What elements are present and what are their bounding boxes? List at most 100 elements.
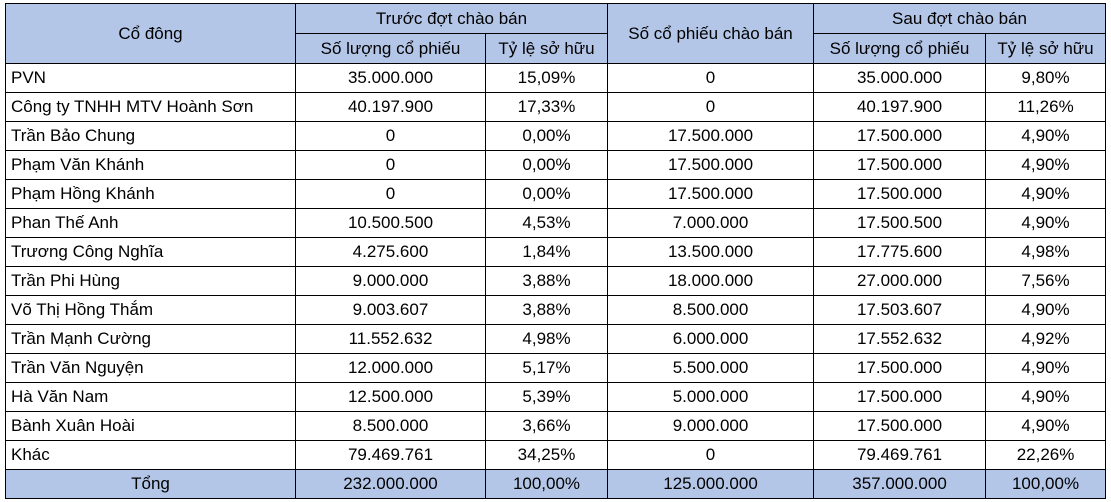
table-row: Bành Xuân Hoài 8.500.000 3,66% 9.000.000… — [5, 411, 1107, 441]
table-row: Khác 79.469.761 34,25% 0 79.469.761 22,2… — [5, 440, 1107, 470]
total-row: Tổng 232.000.000 100,00% 125.000.000 357… — [5, 469, 1107, 499]
table-row: Trần Văn Nguyện 12.000.000 5,17% 5.500.0… — [5, 353, 1107, 383]
before-ratio-cell: 34,25% — [484, 440, 609, 470]
after-ratio-cell: 22,26% — [985, 440, 1107, 470]
col-header-before-ownership-ratio: Tỷ lệ sở hữu — [484, 33, 609, 64]
offered-shares-cell: 9.000.000 — [607, 411, 815, 441]
before-ratio-cell: 1,84% — [484, 237, 609, 267]
before-ratio-cell: 4,98% — [484, 324, 609, 354]
total-offered-shares: 125.000.000 — [607, 469, 815, 499]
before-ratio-cell: 5,17% — [484, 353, 609, 383]
before-shares-cell: 0 — [295, 121, 486, 151]
before-shares-cell: 11.552.632 — [295, 324, 486, 354]
table-row: Trần Mạnh Cường 11.552.632 4,98% 6.000.0… — [5, 324, 1107, 354]
before-ratio-cell: 3,88% — [484, 295, 609, 325]
after-ratio-cell: 4,98% — [985, 237, 1107, 267]
offered-shares-cell: 5.500.000 — [607, 353, 815, 383]
after-ratio-cell: 4,90% — [985, 121, 1107, 151]
col-header-before-group: Trước đợt chào bán — [294, 3, 609, 34]
after-ratio-cell: 4,90% — [985, 150, 1107, 180]
before-ratio-cell: 0,00% — [484, 150, 609, 180]
after-ratio-cell: 11,26% — [985, 92, 1107, 122]
before-shares-cell: 8.500.000 — [295, 411, 486, 441]
shareholder-name-cell: Võ Thị Hồng Thắm — [5, 295, 296, 325]
col-header-offered-shares: Số cổ phiếu chào bán — [607, 3, 815, 64]
total-before-ratio: 100,00% — [484, 469, 609, 499]
after-shares-cell: 17.500.000 — [813, 150, 987, 180]
after-ratio-cell: 9,80% — [985, 63, 1107, 93]
after-shares-cell: 17.500.000 — [813, 353, 987, 383]
after-shares-cell: 17.503.607 — [813, 295, 987, 325]
before-shares-cell: 79.469.761 — [295, 440, 486, 470]
offered-shares-cell: 0 — [607, 440, 815, 470]
offered-shares-cell: 18.000.000 — [607, 266, 815, 296]
offered-shares-cell: 5.000.000 — [607, 382, 815, 412]
table-row: Phạm Hồng Khánh 0 0,00% 17.500.000 17.50… — [5, 179, 1107, 209]
after-shares-cell: 17.552.632 — [813, 324, 987, 354]
before-ratio-cell: 4,53% — [484, 208, 609, 238]
before-shares-cell: 9.003.607 — [295, 295, 486, 325]
col-header-after-ownership-ratio: Tỷ lệ sở hữu — [985, 33, 1107, 64]
table-row: Công ty TNHH MTV Hoành Sơn 40.197.900 17… — [5, 92, 1107, 122]
table-row: Hà Văn Nam 12.500.000 5,39% 5.000.000 17… — [5, 382, 1107, 412]
after-shares-cell: 35.000.000 — [813, 63, 987, 93]
shareholder-name-cell: Trần Mạnh Cường — [5, 324, 296, 354]
table-row: Võ Thị Hồng Thắm 9.003.607 3,88% 8.500.0… — [5, 295, 1107, 325]
after-ratio-cell: 4,92% — [985, 324, 1107, 354]
table-row: Phan Thế Anh 10.500.500 4,53% 7.000.000 … — [5, 208, 1107, 238]
shareholder-table: Cổ đông Trước đợt chào bán Số cổ phiếu c… — [5, 3, 1107, 499]
table-row: Phạm Văn Khánh 0 0,00% 17.500.000 17.500… — [5, 150, 1107, 180]
after-ratio-cell: 4,90% — [985, 179, 1107, 209]
before-ratio-cell: 0,00% — [484, 121, 609, 151]
after-shares-cell: 79.469.761 — [813, 440, 987, 470]
offered-shares-cell: 7.000.000 — [607, 208, 815, 238]
shareholder-name-cell: Trần Phi Hùng — [5, 266, 296, 296]
col-header-before-share-count: Số lượng cổ phiếu — [295, 33, 486, 64]
shareholder-name-cell: Trần Bảo Chung — [5, 121, 296, 151]
after-ratio-cell: 4,90% — [985, 208, 1107, 238]
offered-shares-cell: 0 — [607, 63, 815, 93]
after-ratio-cell: 7,56% — [985, 266, 1107, 296]
before-shares-cell: 0 — [295, 179, 486, 209]
col-header-shareholder: Cổ đông — [5, 3, 296, 64]
before-shares-cell: 10.500.500 — [295, 208, 486, 238]
before-ratio-cell: 15,09% — [484, 63, 609, 93]
after-shares-cell: 17.500.500 — [813, 208, 987, 238]
shareholder-name-cell: Bành Xuân Hoài — [5, 411, 296, 441]
shareholder-name-cell: PVN — [5, 63, 296, 93]
offered-shares-cell: 17.500.000 — [607, 121, 815, 151]
before-shares-cell: 0 — [295, 150, 486, 180]
shareholder-name-cell: Phạm Văn Khánh — [5, 150, 296, 180]
after-ratio-cell: 4,90% — [985, 411, 1107, 441]
table-body: PVN 35.000.000 15,09% 0 35.000.000 9,80%… — [5, 63, 1107, 470]
table-header: Cổ đông Trước đợt chào bán Số cổ phiếu c… — [5, 3, 1107, 64]
before-ratio-cell: 0,00% — [484, 179, 609, 209]
offered-shares-cell: 6.000.000 — [607, 324, 815, 354]
before-ratio-cell: 3,88% — [484, 266, 609, 296]
total-before-shares: 232.000.000 — [295, 469, 486, 499]
before-shares-cell: 12.500.000 — [295, 382, 486, 412]
after-shares-cell: 17.500.000 — [813, 411, 987, 441]
after-shares-cell: 17.500.000 — [813, 121, 987, 151]
after-ratio-cell: 4,90% — [985, 353, 1107, 383]
before-shares-cell: 40.197.900 — [295, 92, 486, 122]
after-shares-cell: 17.500.000 — [813, 382, 987, 412]
offered-shares-cell: 13.500.000 — [607, 237, 815, 267]
offered-shares-cell: 17.500.000 — [607, 150, 815, 180]
after-ratio-cell: 4,90% — [985, 382, 1107, 412]
offered-shares-cell: 8.500.000 — [607, 295, 815, 325]
total-label: Tổng — [5, 469, 296, 499]
offered-shares-cell: 0 — [607, 92, 815, 122]
shareholder-name-cell: Khác — [5, 440, 296, 470]
before-shares-cell: 35.000.000 — [295, 63, 486, 93]
total-after-ratio: 100,00% — [985, 469, 1107, 499]
after-shares-cell: 17.500.000 — [813, 179, 987, 209]
after-ratio-cell: 4,90% — [985, 295, 1107, 325]
total-after-shares: 357.000.000 — [813, 469, 987, 499]
shareholder-name-cell: Trần Văn Nguyện — [5, 353, 296, 383]
table-row: Trần Bảo Chung 0 0,00% 17.500.000 17.500… — [5, 121, 1107, 151]
before-shares-cell: 4.275.600 — [295, 237, 486, 267]
before-ratio-cell: 17,33% — [484, 92, 609, 122]
table-row: Trương Công Nghĩa 4.275.600 1,84% 13.500… — [5, 237, 1107, 267]
before-ratio-cell: 3,66% — [484, 411, 609, 441]
